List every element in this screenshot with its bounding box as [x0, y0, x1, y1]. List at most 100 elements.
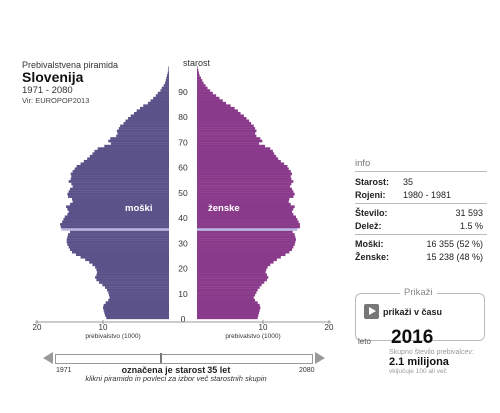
- female-bar-age-85[interactable]: [197, 101, 227, 105]
- male-bar-age-24[interactable]: [80, 255, 169, 259]
- male-bar-age-8[interactable]: [109, 296, 169, 299]
- male-bar-age-46[interactable]: [72, 200, 169, 203]
- female-bar-age-37[interactable]: [197, 223, 300, 226]
- female-bar-age-64[interactable]: [197, 154, 277, 158]
- female-bar-age-45[interactable]: [197, 202, 291, 206]
- female-bar-age-2[interactable]: [197, 311, 260, 315]
- male-bar-age-62[interactable]: [83, 159, 169, 163]
- male-bar-age-21[interactable]: [92, 263, 169, 267]
- male-bar-age-85[interactable]: [147, 101, 169, 105]
- female-bar-age-29[interactable]: [197, 243, 295, 246]
- female-bar-age-20[interactable]: [197, 265, 268, 269]
- male-bar-age-66[interactable]: [94, 149, 169, 153]
- male-bar-age-99[interactable]: [168, 66, 169, 70]
- female-bar-age-91[interactable]: [197, 86, 208, 90]
- male-bar-age-13[interactable]: [102, 283, 169, 287]
- female-bar-age-49[interactable]: [197, 192, 295, 196]
- female-bar-age-60[interactable]: [197, 164, 288, 168]
- male-bar-age-27[interactable]: [70, 248, 169, 251]
- female-bar-age-6[interactable]: [197, 301, 258, 304]
- male-bar-age-20[interactable]: [95, 265, 169, 269]
- female-bar-age-10[interactable]: [197, 291, 257, 294]
- male-bar-age-50[interactable]: [68, 190, 169, 193]
- female-bar-age-0[interactable]: [197, 316, 258, 320]
- female-bar-age-63[interactable]: [197, 157, 279, 161]
- female-bar-age-35[interactable]: [197, 228, 298, 231]
- male-bar-age-41[interactable]: [67, 212, 169, 216]
- male-bar-age-14[interactable]: [99, 281, 169, 284]
- population-pyramid[interactable]: 0 10 20 30 40 50 60 70 80 90 starost moški ženske…: [0, 0, 345, 345]
- female-bar-age-39[interactable]: [197, 218, 298, 221]
- female-bars[interactable]: [197, 66, 300, 320]
- male-bar-age-73[interactable]: [117, 132, 169, 135]
- male-bar-age-7[interactable]: [108, 298, 169, 302]
- male-bar-age-9[interactable]: [108, 293, 169, 297]
- male-bar-age-78[interactable]: [125, 119, 169, 123]
- male-bar-age-44[interactable]: [66, 205, 169, 209]
- male-bar-age-17[interactable]: [96, 273, 169, 277]
- male-bar-age-45[interactable]: [70, 202, 169, 206]
- female-bar-age-89[interactable]: [197, 91, 213, 95]
- male-bar-age-55[interactable]: [70, 177, 169, 181]
- female-bar-age-65[interactable]: [197, 152, 275, 156]
- female-bar-age-73[interactable]: [197, 132, 256, 135]
- female-bar-age-67[interactable]: [197, 147, 271, 150]
- male-bar-age-69[interactable]: [110, 142, 169, 145]
- male-bar-age-38[interactable]: [62, 220, 169, 224]
- female-bar-age-82[interactable]: [197, 109, 238, 113]
- male-bar-age-96[interactable]: [167, 74, 169, 77]
- female-bar-age-52[interactable]: [197, 185, 291, 188]
- female-bar-age-95[interactable]: [197, 76, 201, 80]
- female-bar-age-15[interactable]: [197, 278, 267, 282]
- slider-thumb[interactable]: [160, 353, 162, 363]
- male-bar-age-63[interactable]: [87, 157, 169, 161]
- female-bar-age-98[interactable]: [197, 69, 199, 72]
- male-bar-age-93[interactable]: [165, 81, 169, 85]
- female-bar-age-33[interactable]: [197, 233, 295, 236]
- male-bar-age-4[interactable]: [103, 306, 169, 310]
- female-bar-age-38[interactable]: [197, 220, 299, 224]
- male-bar-age-95[interactable]: [166, 76, 169, 80]
- female-bar-age-5[interactable]: [197, 303, 260, 307]
- female-bar-age-99[interactable]: [197, 66, 198, 70]
- male-bar-age-61[interactable]: [80, 162, 169, 166]
- female-bar-age-94[interactable]: [197, 79, 203, 82]
- female-bar-age-28[interactable]: [197, 245, 294, 249]
- male-bar-age-32[interactable]: [67, 235, 169, 239]
- female-bar-age-43[interactable]: [197, 207, 294, 211]
- male-bar-age-42[interactable]: [68, 210, 169, 214]
- male-bar-age-3[interactable]: [103, 308, 169, 312]
- female-bar-age-25[interactable]: [197, 253, 286, 257]
- slider-right-arrow-icon[interactable]: [315, 352, 325, 364]
- male-bar-age-48[interactable]: [68, 195, 169, 198]
- male-bar-age-12[interactable]: [104, 286, 169, 289]
- female-bar-age-57[interactable]: [197, 172, 293, 176]
- male-bar-age-65[interactable]: [92, 152, 169, 156]
- male-bar-age-29[interactable]: [67, 243, 169, 246]
- slider-track[interactable]: [55, 354, 313, 364]
- female-bar-age-12[interactable]: [197, 286, 260, 289]
- female-bar-age-59[interactable]: [197, 167, 289, 171]
- male-bar-age-84[interactable]: [143, 104, 169, 108]
- female-bar-age-84[interactable]: [197, 104, 231, 108]
- female-bar-age-22[interactable]: [197, 260, 274, 264]
- male-bar-age-64[interactable]: [89, 154, 169, 158]
- female-bar-age-4[interactable]: [197, 306, 261, 310]
- male-bar-age-35[interactable]: [61, 228, 169, 231]
- male-bar-age-25[interactable]: [75, 253, 169, 257]
- male-bar-age-39[interactable]: [63, 218, 169, 221]
- male-bar-age-36[interactable]: [60, 225, 170, 229]
- male-bar-age-97[interactable]: [167, 71, 169, 75]
- female-bar-age-83[interactable]: [197, 106, 235, 110]
- female-bar-age-55[interactable]: [197, 177, 292, 181]
- female-bar-age-46[interactable]: [197, 200, 289, 203]
- male-bar-age-90[interactable]: [160, 89, 169, 92]
- male-bar-age-37[interactable]: [60, 223, 169, 226]
- female-bar-age-81[interactable]: [197, 111, 241, 115]
- female-bar-age-26[interactable]: [197, 250, 290, 254]
- male-bar-age-80[interactable]: [130, 114, 169, 118]
- female-bar-age-86[interactable]: [197, 99, 223, 102]
- play-button-label[interactable]: prikaži v času: [383, 307, 443, 317]
- female-bar-age-36[interactable]: [197, 225, 300, 229]
- male-bar-age-75[interactable]: [118, 127, 169, 130]
